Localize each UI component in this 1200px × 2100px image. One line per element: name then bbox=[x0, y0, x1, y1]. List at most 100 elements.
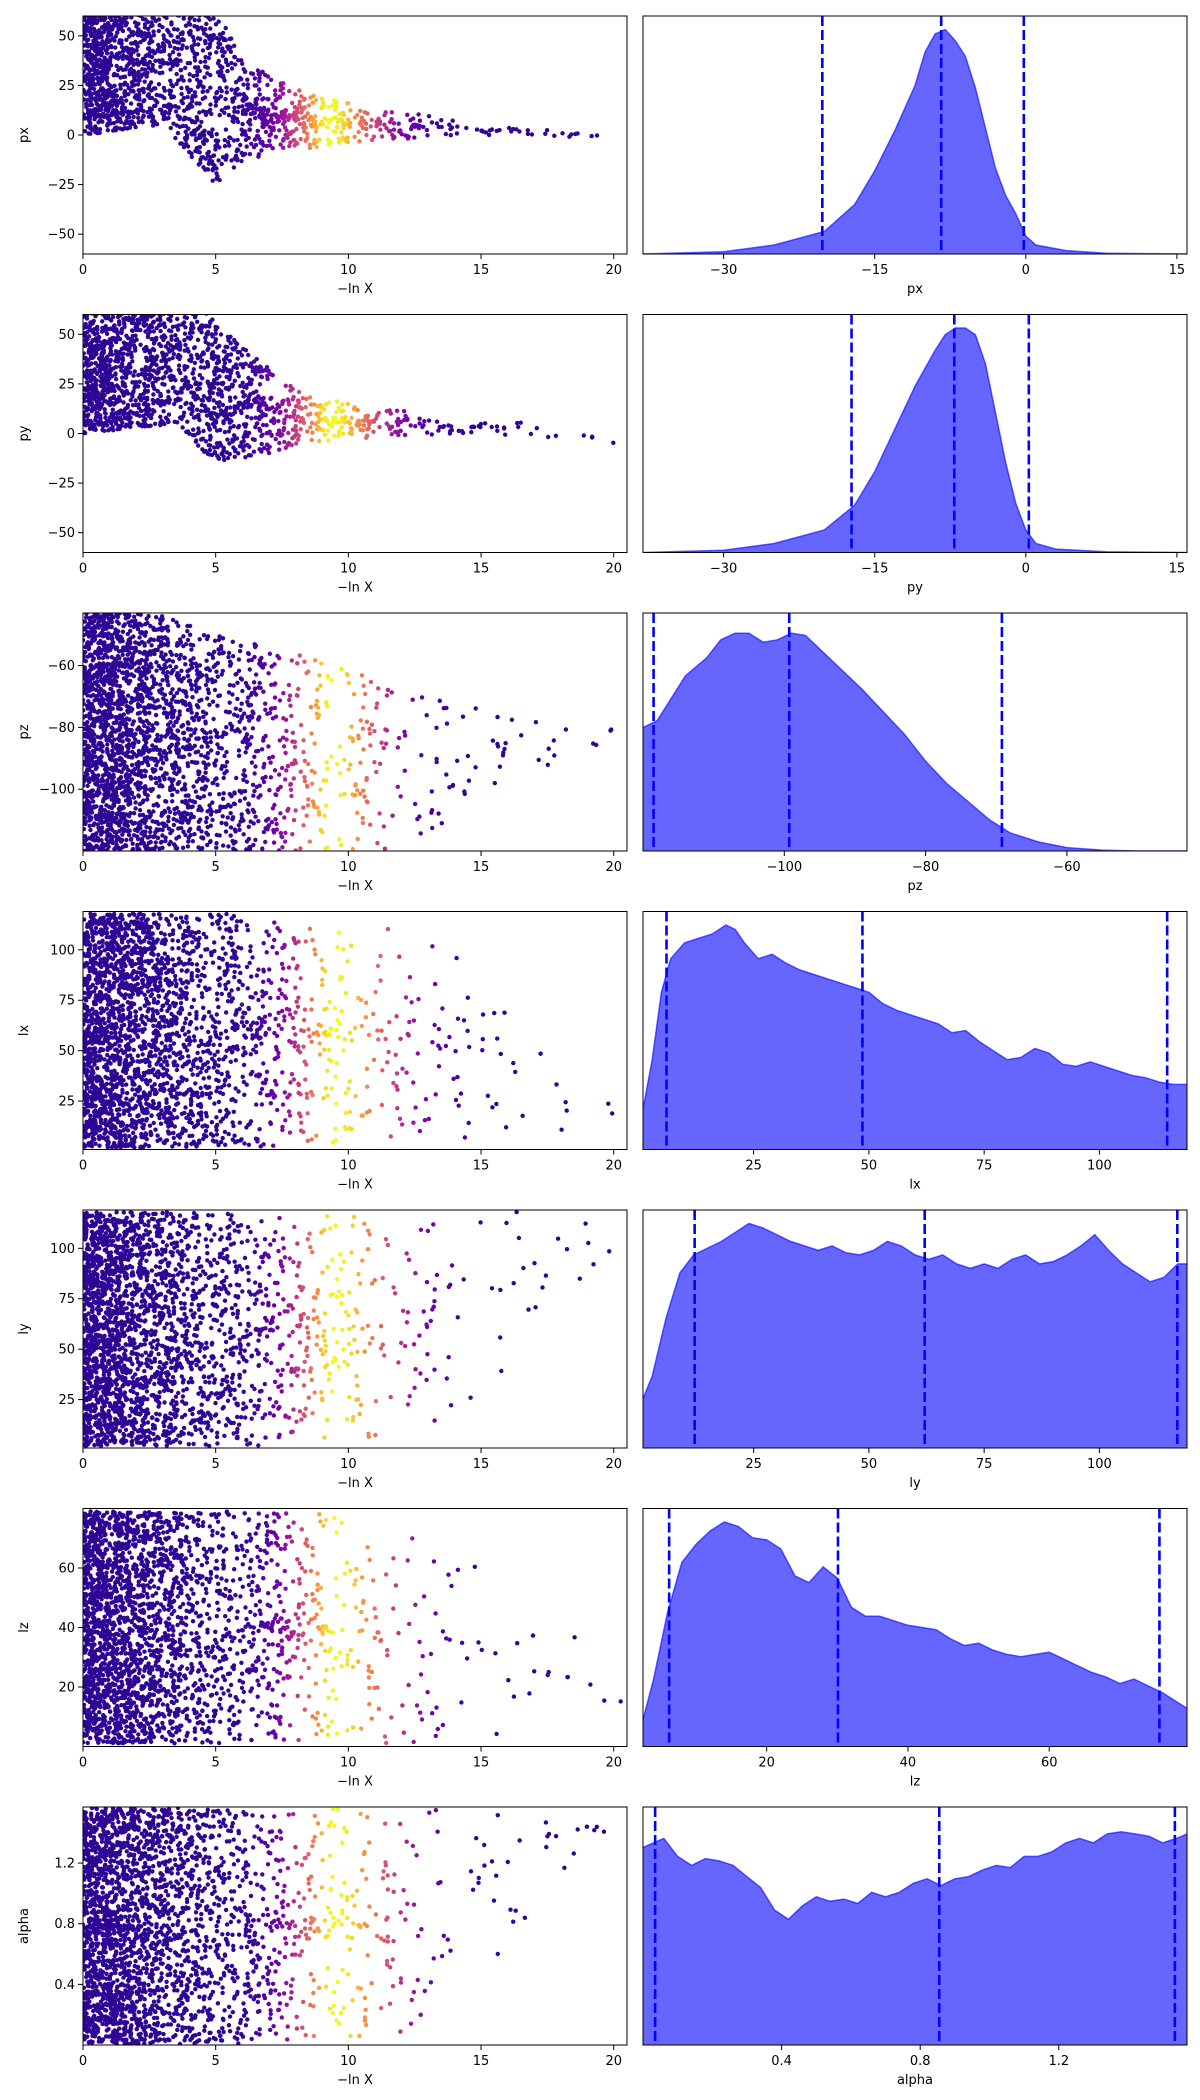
sample-point bbox=[119, 264, 123, 268]
sample-point bbox=[87, 117, 92, 122]
sample-point bbox=[104, 301, 108, 305]
sample-point bbox=[165, 306, 169, 310]
sample-point bbox=[89, 46, 95, 51]
sample-point bbox=[99, 273, 103, 277]
sample-point bbox=[88, 301, 92, 305]
sample-point bbox=[95, 298, 99, 302]
sample-point bbox=[125, 214, 129, 218]
sample-point bbox=[189, 16, 194, 19]
sample-point bbox=[205, 89, 210, 94]
sample-point bbox=[152, 281, 156, 285]
sample-point bbox=[241, 82, 246, 87]
sample-point bbox=[142, 235, 146, 239]
sample-point bbox=[117, 270, 121, 274]
sample-point bbox=[171, 27, 177, 32]
sample-point bbox=[135, 232, 139, 236]
sample-point bbox=[222, 457, 227, 463]
sample-point bbox=[90, 293, 94, 297]
sample-point bbox=[184, 315, 190, 321]
sample-point bbox=[207, 324, 212, 329]
sample-point bbox=[195, 395, 201, 401]
sample-point bbox=[201, 6, 205, 10]
sample-point bbox=[200, 295, 204, 299]
sample-point bbox=[91, 278, 95, 282]
sample-point bbox=[209, 134, 214, 139]
sample-point bbox=[171, 285, 175, 289]
sample-point bbox=[211, 153, 217, 158]
sample-point bbox=[119, 9, 123, 13]
sample-point bbox=[224, 90, 229, 95]
sample-point bbox=[100, 281, 104, 285]
sample-point bbox=[469, 430, 474, 435]
sample-point bbox=[95, 327, 100, 332]
sample-point bbox=[191, 285, 195, 289]
sample-point bbox=[159, 220, 163, 224]
sample-point bbox=[125, 281, 129, 285]
sample-point bbox=[246, 352, 251, 358]
sample-point bbox=[227, 358, 232, 364]
sample-point bbox=[157, 277, 161, 281]
sample-point bbox=[227, 451, 232, 457]
sample-point bbox=[117, 240, 121, 244]
sample-point bbox=[89, 420, 94, 425]
sample-point bbox=[116, 198, 120, 202]
sample-point bbox=[123, 230, 127, 234]
sample-point bbox=[82, 194, 86, 198]
sample-point bbox=[128, 101, 134, 106]
sample-point bbox=[168, 44, 173, 49]
sample-point bbox=[86, 309, 90, 313]
sample-point bbox=[139, 236, 143, 240]
sample-point bbox=[189, 151, 194, 156]
sample-point bbox=[88, 240, 92, 244]
sample-point bbox=[121, 268, 125, 272]
sample-point bbox=[106, 273, 110, 277]
sample-point bbox=[143, 201, 147, 205]
sample-point bbox=[192, 304, 196, 308]
sample-point bbox=[119, 273, 123, 277]
sample-point bbox=[114, 63, 119, 69]
sample-point bbox=[108, 281, 112, 285]
sample-point bbox=[283, 114, 288, 119]
sample-point bbox=[171, 306, 175, 310]
sample-point bbox=[200, 436, 206, 441]
sample-point bbox=[271, 120, 276, 126]
sample-point bbox=[252, 437, 257, 442]
sample-point bbox=[158, 205, 162, 209]
sample-point bbox=[157, 44, 162, 50]
sample-point bbox=[116, 280, 120, 284]
sample-point bbox=[454, 131, 460, 136]
sample-point bbox=[221, 420, 226, 426]
sample-point bbox=[120, 260, 124, 264]
sample-point bbox=[134, 6, 138, 10]
sample-point bbox=[117, 12, 121, 16]
sample-point bbox=[141, 231, 145, 235]
sample-point bbox=[121, 351, 126, 356]
sample-point bbox=[97, 220, 101, 224]
sample-point bbox=[122, 267, 126, 271]
sample-point bbox=[248, 453, 253, 458]
sample-point bbox=[196, 443, 201, 448]
sample-point bbox=[357, 121, 363, 126]
sample-point bbox=[175, 228, 179, 232]
sample-point bbox=[98, 235, 102, 239]
sample-point bbox=[167, 238, 171, 242]
sample-point bbox=[219, 394, 225, 399]
sample-point bbox=[84, 288, 88, 292]
sample-point bbox=[121, 277, 125, 281]
sample-point bbox=[98, 302, 102, 306]
sample-point bbox=[139, 257, 143, 261]
sample-point bbox=[118, 237, 122, 241]
sample-point bbox=[148, 274, 152, 278]
sample-point bbox=[187, 22, 193, 27]
sample-point bbox=[93, 310, 97, 314]
sample-point bbox=[302, 96, 307, 102]
posterior-px-xtick-label: 15 bbox=[1169, 263, 1186, 278]
sample-point bbox=[192, 360, 198, 366]
sample-point bbox=[181, 95, 186, 101]
sample-point bbox=[199, 330, 204, 335]
sample-point bbox=[98, 416, 103, 421]
sample-point bbox=[147, 350, 152, 355]
sample-point bbox=[223, 96, 228, 102]
sample-point bbox=[140, 266, 144, 270]
